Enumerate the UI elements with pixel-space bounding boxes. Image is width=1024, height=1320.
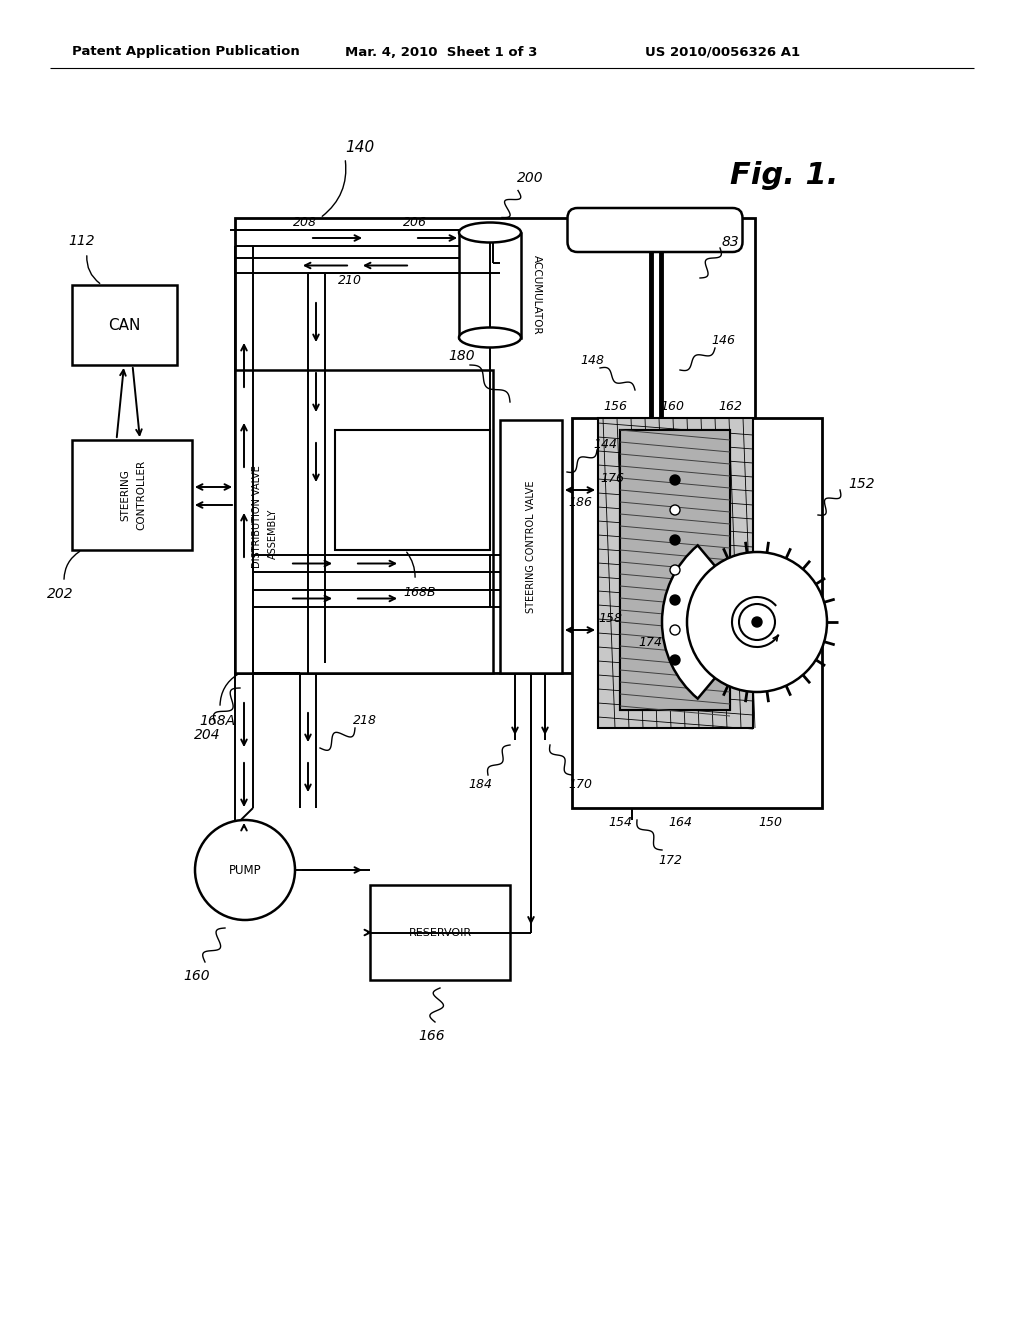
- Text: 140: 140: [345, 140, 375, 156]
- Text: 206: 206: [403, 216, 427, 230]
- Text: 164: 164: [668, 816, 692, 829]
- Text: 83: 83: [721, 235, 739, 249]
- Text: 152: 152: [848, 477, 874, 491]
- Text: CAN: CAN: [109, 318, 140, 333]
- Text: 184: 184: [468, 779, 492, 792]
- Text: 172: 172: [658, 854, 682, 866]
- Ellipse shape: [459, 223, 521, 243]
- Text: 180: 180: [449, 348, 475, 363]
- Text: 174: 174: [638, 635, 662, 648]
- Text: 168B: 168B: [403, 586, 436, 598]
- Bar: [72, 440, 193, 550]
- Text: STEERING: STEERING: [120, 469, 130, 521]
- Text: US 2010/0056326 A1: US 2010/0056326 A1: [645, 45, 800, 58]
- Text: 112: 112: [69, 234, 95, 248]
- Circle shape: [752, 616, 762, 627]
- Text: 176: 176: [600, 471, 624, 484]
- Text: DISTRIBUTION VALVE: DISTRIBUTION VALVE: [252, 465, 262, 568]
- Text: 146: 146: [711, 334, 735, 346]
- Bar: [598, 418, 753, 729]
- Text: STEERING CONTROL VALVE: STEERING CONTROL VALVE: [526, 480, 536, 612]
- Bar: [370, 884, 510, 979]
- Circle shape: [687, 552, 827, 692]
- Text: ACCUMULATOR: ACCUMULATOR: [532, 255, 542, 335]
- Bar: [234, 370, 493, 673]
- FancyBboxPatch shape: [567, 209, 742, 252]
- Bar: [500, 420, 562, 673]
- Circle shape: [670, 624, 680, 635]
- Bar: [335, 430, 490, 550]
- Circle shape: [670, 506, 680, 515]
- Text: ASSEMBLY: ASSEMBLY: [268, 508, 278, 558]
- Circle shape: [670, 655, 680, 665]
- Text: Mar. 4, 2010  Sheet 1 of 3: Mar. 4, 2010 Sheet 1 of 3: [345, 45, 538, 58]
- Text: 148: 148: [580, 354, 604, 367]
- Text: 156: 156: [603, 400, 627, 412]
- Bar: [483, 330, 497, 345]
- Text: Patent Application Publication: Patent Application Publication: [72, 45, 300, 58]
- Text: 158: 158: [598, 611, 622, 624]
- Circle shape: [739, 605, 775, 640]
- Circle shape: [195, 820, 295, 920]
- Text: PUMP: PUMP: [228, 863, 261, 876]
- Text: 204: 204: [194, 729, 220, 742]
- Text: 160: 160: [183, 969, 210, 983]
- Text: 208: 208: [293, 216, 317, 230]
- Circle shape: [670, 595, 680, 605]
- Circle shape: [670, 475, 680, 484]
- Text: 160: 160: [660, 400, 684, 412]
- Text: 186: 186: [568, 495, 592, 508]
- Bar: [234, 218, 755, 673]
- Text: 166: 166: [419, 1030, 445, 1043]
- Text: 150: 150: [758, 816, 782, 829]
- Text: 200: 200: [517, 170, 544, 185]
- Text: 154: 154: [608, 816, 632, 829]
- Circle shape: [670, 565, 680, 576]
- Text: 168A: 168A: [199, 714, 236, 729]
- Bar: [72, 285, 177, 366]
- Text: Fig. 1.: Fig. 1.: [730, 161, 839, 190]
- Text: 144: 144: [593, 437, 617, 450]
- Circle shape: [670, 535, 680, 545]
- Bar: [572, 418, 822, 808]
- Text: RESERVOIR: RESERVOIR: [409, 928, 472, 937]
- Text: 162: 162: [718, 400, 742, 412]
- Text: 170: 170: [568, 779, 592, 792]
- Text: 202: 202: [47, 587, 74, 601]
- Text: CONTROLLER: CONTROLLER: [136, 459, 146, 531]
- Bar: [459, 232, 521, 338]
- Ellipse shape: [459, 327, 521, 347]
- Text: 210: 210: [338, 275, 362, 288]
- Bar: [620, 430, 730, 710]
- Wedge shape: [662, 545, 762, 698]
- Text: 218: 218: [353, 714, 377, 726]
- Bar: [620, 430, 730, 710]
